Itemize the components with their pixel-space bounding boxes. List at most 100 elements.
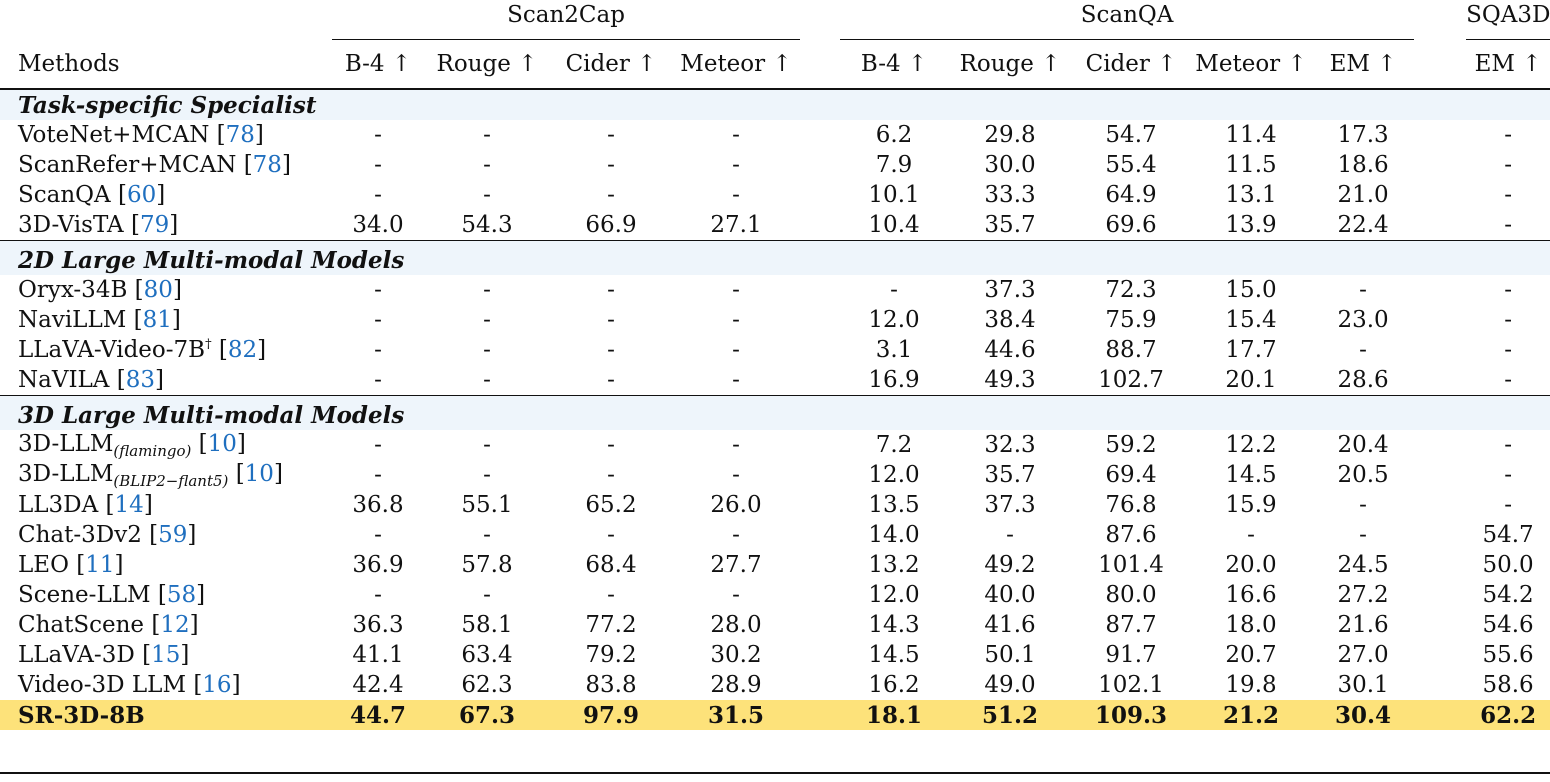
method-name: 3D-LLM(BLIP2−flant5) [10]	[18, 460, 283, 490]
spacer-cell	[1414, 150, 1466, 180]
metric-value: -	[1504, 307, 1512, 333]
method-name: LLaVA-Video-7B† [82]	[18, 337, 267, 363]
citation-link: 58	[166, 582, 197, 608]
metric-value: -	[607, 277, 615, 303]
method-subscript: (flamingo)	[113, 441, 192, 460]
table-row: LEO [11] 36.9 57.8 68.4 27.7 13.2 49.2 101.4 20.…	[0, 550, 1550, 580]
metric-value: 63.4	[461, 642, 513, 668]
method-label: Oryx-34B	[18, 277, 135, 303]
sqa-cider-header: Cider ↑	[1072, 40, 1191, 90]
metric-value: 28.6	[1337, 367, 1389, 393]
method-name: NaVILA [83]	[18, 367, 164, 393]
metric-value: 50.1	[984, 642, 1036, 668]
metric-value: 91.7	[1105, 642, 1157, 668]
metric-value: 34.0	[352, 212, 404, 238]
table-row: LLaVA-Video-7B† [82] - - - - 3.1 44.6 88.7 17.7 -…	[0, 335, 1550, 365]
metric-value: -	[607, 337, 615, 363]
metric-value: -	[374, 582, 382, 608]
sqa-b4-header: B-4 ↑	[840, 40, 949, 90]
spacer-cell	[800, 610, 840, 640]
method-label: 3D-LLM	[18, 430, 114, 457]
metric-value: 11.4	[1225, 122, 1277, 148]
group-scan2cap: Scan2Cap	[332, 0, 801, 40]
spacer-cell	[800, 490, 840, 520]
metric-value: 65.2	[585, 492, 637, 518]
metric-value: -	[732, 122, 740, 148]
metric-value: 58.6	[1482, 672, 1534, 698]
metric-value: -	[374, 182, 382, 208]
citation-link: 60	[126, 182, 157, 208]
metric-value: -	[374, 307, 382, 333]
metric-value: 21.6	[1337, 612, 1389, 638]
metric-value: -	[483, 522, 491, 548]
metric-value: 36.9	[352, 552, 404, 578]
metric-value: 21.2	[1190, 700, 1313, 730]
metric-value: 26.0	[710, 492, 762, 518]
sqa-rouge-header: Rouge ↑	[948, 40, 1073, 90]
spacer-cell	[800, 640, 840, 670]
citation-link: 10	[207, 430, 237, 457]
metric-value: 10.4	[868, 212, 920, 238]
metric-value: -	[374, 152, 382, 178]
table-row: 3D-LLM(flamingo) [10] - - - - 7.2 32.3 59.2 12.2…	[0, 430, 1550, 460]
s2c-cider-header: Cider ↑	[550, 40, 672, 90]
metric-value: 24.5	[1337, 552, 1389, 578]
spacer-cell	[1414, 120, 1466, 150]
method-label: ScanRefer+MCAN	[18, 152, 244, 178]
metric-value: -	[483, 367, 491, 393]
method-name: Scene-LLM [58]	[18, 582, 206, 608]
metric-value: -	[607, 462, 615, 488]
metric-value: 54.6	[1482, 612, 1534, 638]
metric-value: 54.2	[1482, 582, 1534, 608]
metric-value: 76.8	[1105, 492, 1157, 518]
spacer-cell	[1414, 610, 1466, 640]
method-label: LEO	[18, 552, 77, 578]
s2c-meteor-header: Meteor ↑	[672, 40, 801, 90]
method-label: Scene-LLM	[18, 582, 158, 608]
metric-value: 30.2	[710, 642, 762, 668]
spacer-cell	[800, 210, 840, 241]
metric-value: -	[890, 277, 898, 303]
table-row: VoteNet+MCAN [78] - - - - 6.2 29.8 54.7 11.4 17.3…	[0, 120, 1550, 150]
metric-value: 87.6	[1105, 522, 1157, 548]
metric-value: 18.1	[840, 700, 949, 730]
metric-value: 35.7	[984, 462, 1036, 488]
spacer-cell	[800, 430, 840, 460]
metric-value: -	[607, 182, 615, 208]
metric-value: 14.5	[1225, 462, 1277, 488]
spacer-cell	[800, 550, 840, 580]
metric-value: -	[1504, 277, 1512, 303]
metric-value: -	[1504, 212, 1512, 238]
table-row: Scene-LLM [58] - - - - 12.0 40.0 80.0 16.6 27.2 54…	[0, 580, 1550, 610]
metric-value: 10.1	[868, 182, 920, 208]
table-row: Oryx-34B [80] - - - - - 37.3 72.3 15.0 - -	[0, 275, 1550, 305]
metric-value: 54.3	[461, 212, 513, 238]
metric-value: 42.4	[352, 672, 404, 698]
metric-value: -	[483, 337, 491, 363]
method-label: Chat-3Dv2	[18, 522, 150, 548]
metric-value: -	[732, 462, 740, 488]
metric-value: -	[732, 432, 740, 458]
metric-value: 87.7	[1105, 612, 1157, 638]
citation-link: 10	[244, 460, 274, 487]
metric-value: -	[1359, 277, 1367, 303]
metric-value: 109.3	[1072, 700, 1191, 730]
metric-value: -	[483, 462, 491, 488]
metric-value: 28.9	[710, 672, 762, 698]
metric-value: 37.3	[984, 277, 1036, 303]
spacer-cell	[800, 335, 840, 365]
method-name: NaviLLM [81]	[18, 307, 181, 333]
metric-value: -	[732, 277, 740, 303]
metric-value: 20.7	[1225, 642, 1277, 668]
metric-value: 35.7	[984, 212, 1036, 238]
spacer-cell	[1414, 335, 1466, 365]
metric-value: 13.5	[868, 492, 920, 518]
metric-value: -	[1504, 337, 1512, 363]
metric-value: -	[374, 462, 382, 488]
metric-value: 55.4	[1105, 152, 1157, 178]
method-name: LEO [11]	[18, 552, 124, 578]
metric-value: 97.9	[550, 700, 672, 730]
metric-value: 83.8	[585, 672, 637, 698]
metric-value: -	[732, 307, 740, 333]
metric-value: -	[1504, 432, 1512, 458]
